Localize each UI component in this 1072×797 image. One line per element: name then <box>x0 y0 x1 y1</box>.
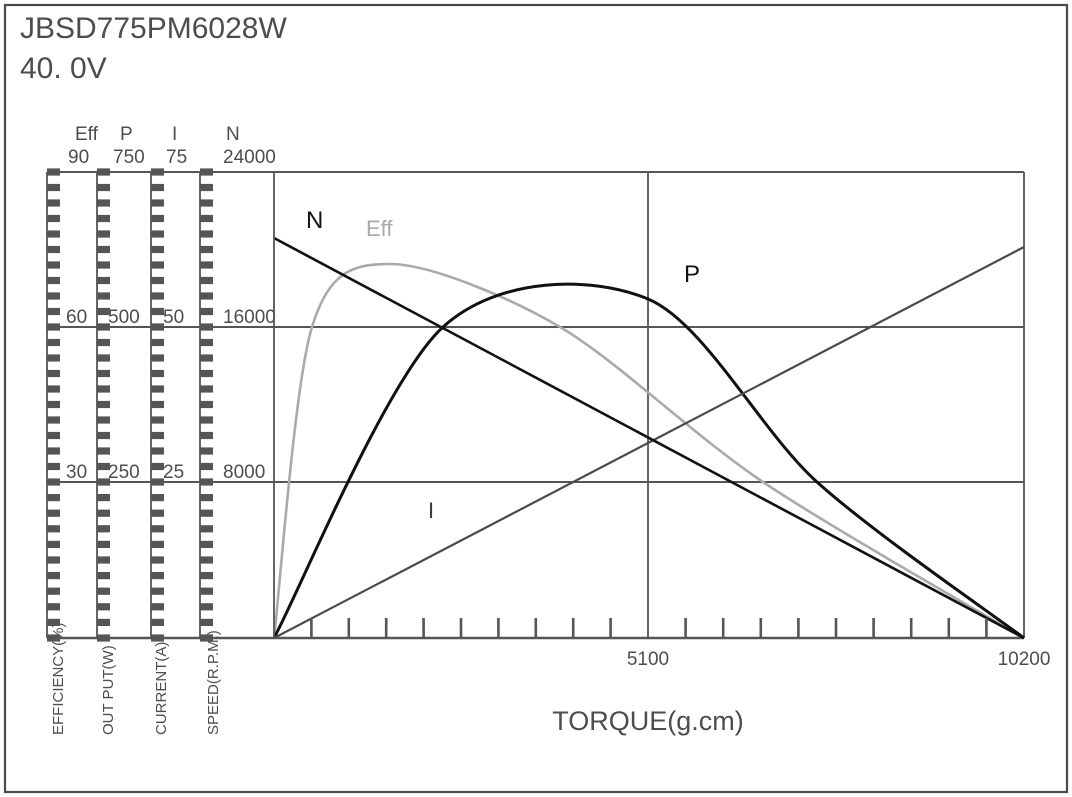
svg-text:24000: 24000 <box>223 147 276 168</box>
svg-text:N: N <box>226 124 240 145</box>
svg-text:75: 75 <box>166 147 187 168</box>
svg-text:I: I <box>172 124 177 145</box>
svg-text:SPEED(R.P.M.): SPEED(R.P.M.) <box>205 630 222 735</box>
svg-text:Eff: Eff <box>366 216 393 241</box>
svg-text:750: 750 <box>113 147 145 168</box>
svg-text:50: 50 <box>163 307 184 328</box>
svg-text:I: I <box>428 498 434 523</box>
svg-text:90: 90 <box>68 147 89 168</box>
svg-text:25: 25 <box>163 462 184 483</box>
svg-text:OUT PUT(W): OUT PUT(W) <box>100 645 117 735</box>
svg-text:16000: 16000 <box>223 307 276 328</box>
svg-text:60: 60 <box>66 307 87 328</box>
svg-text:P: P <box>684 261 700 288</box>
svg-text:P: P <box>120 124 133 145</box>
svg-text:5100: 5100 <box>627 649 669 670</box>
svg-text:Eff: Eff <box>75 124 99 145</box>
svg-text:250: 250 <box>108 462 140 483</box>
svg-text:8000: 8000 <box>223 462 265 483</box>
svg-text:JBSD775PM6028W: JBSD775PM6028W <box>20 12 287 45</box>
svg-text:30: 30 <box>66 462 87 483</box>
svg-text:500: 500 <box>108 307 140 328</box>
svg-text:TORQUE(g.cm): TORQUE(g.cm) <box>552 706 744 736</box>
svg-text:N: N <box>306 207 323 234</box>
svg-text:40. 0V: 40. 0V <box>20 52 107 85</box>
svg-text:10200: 10200 <box>998 649 1051 670</box>
svg-text:CURRENT(A): CURRENT(A) <box>153 642 170 735</box>
